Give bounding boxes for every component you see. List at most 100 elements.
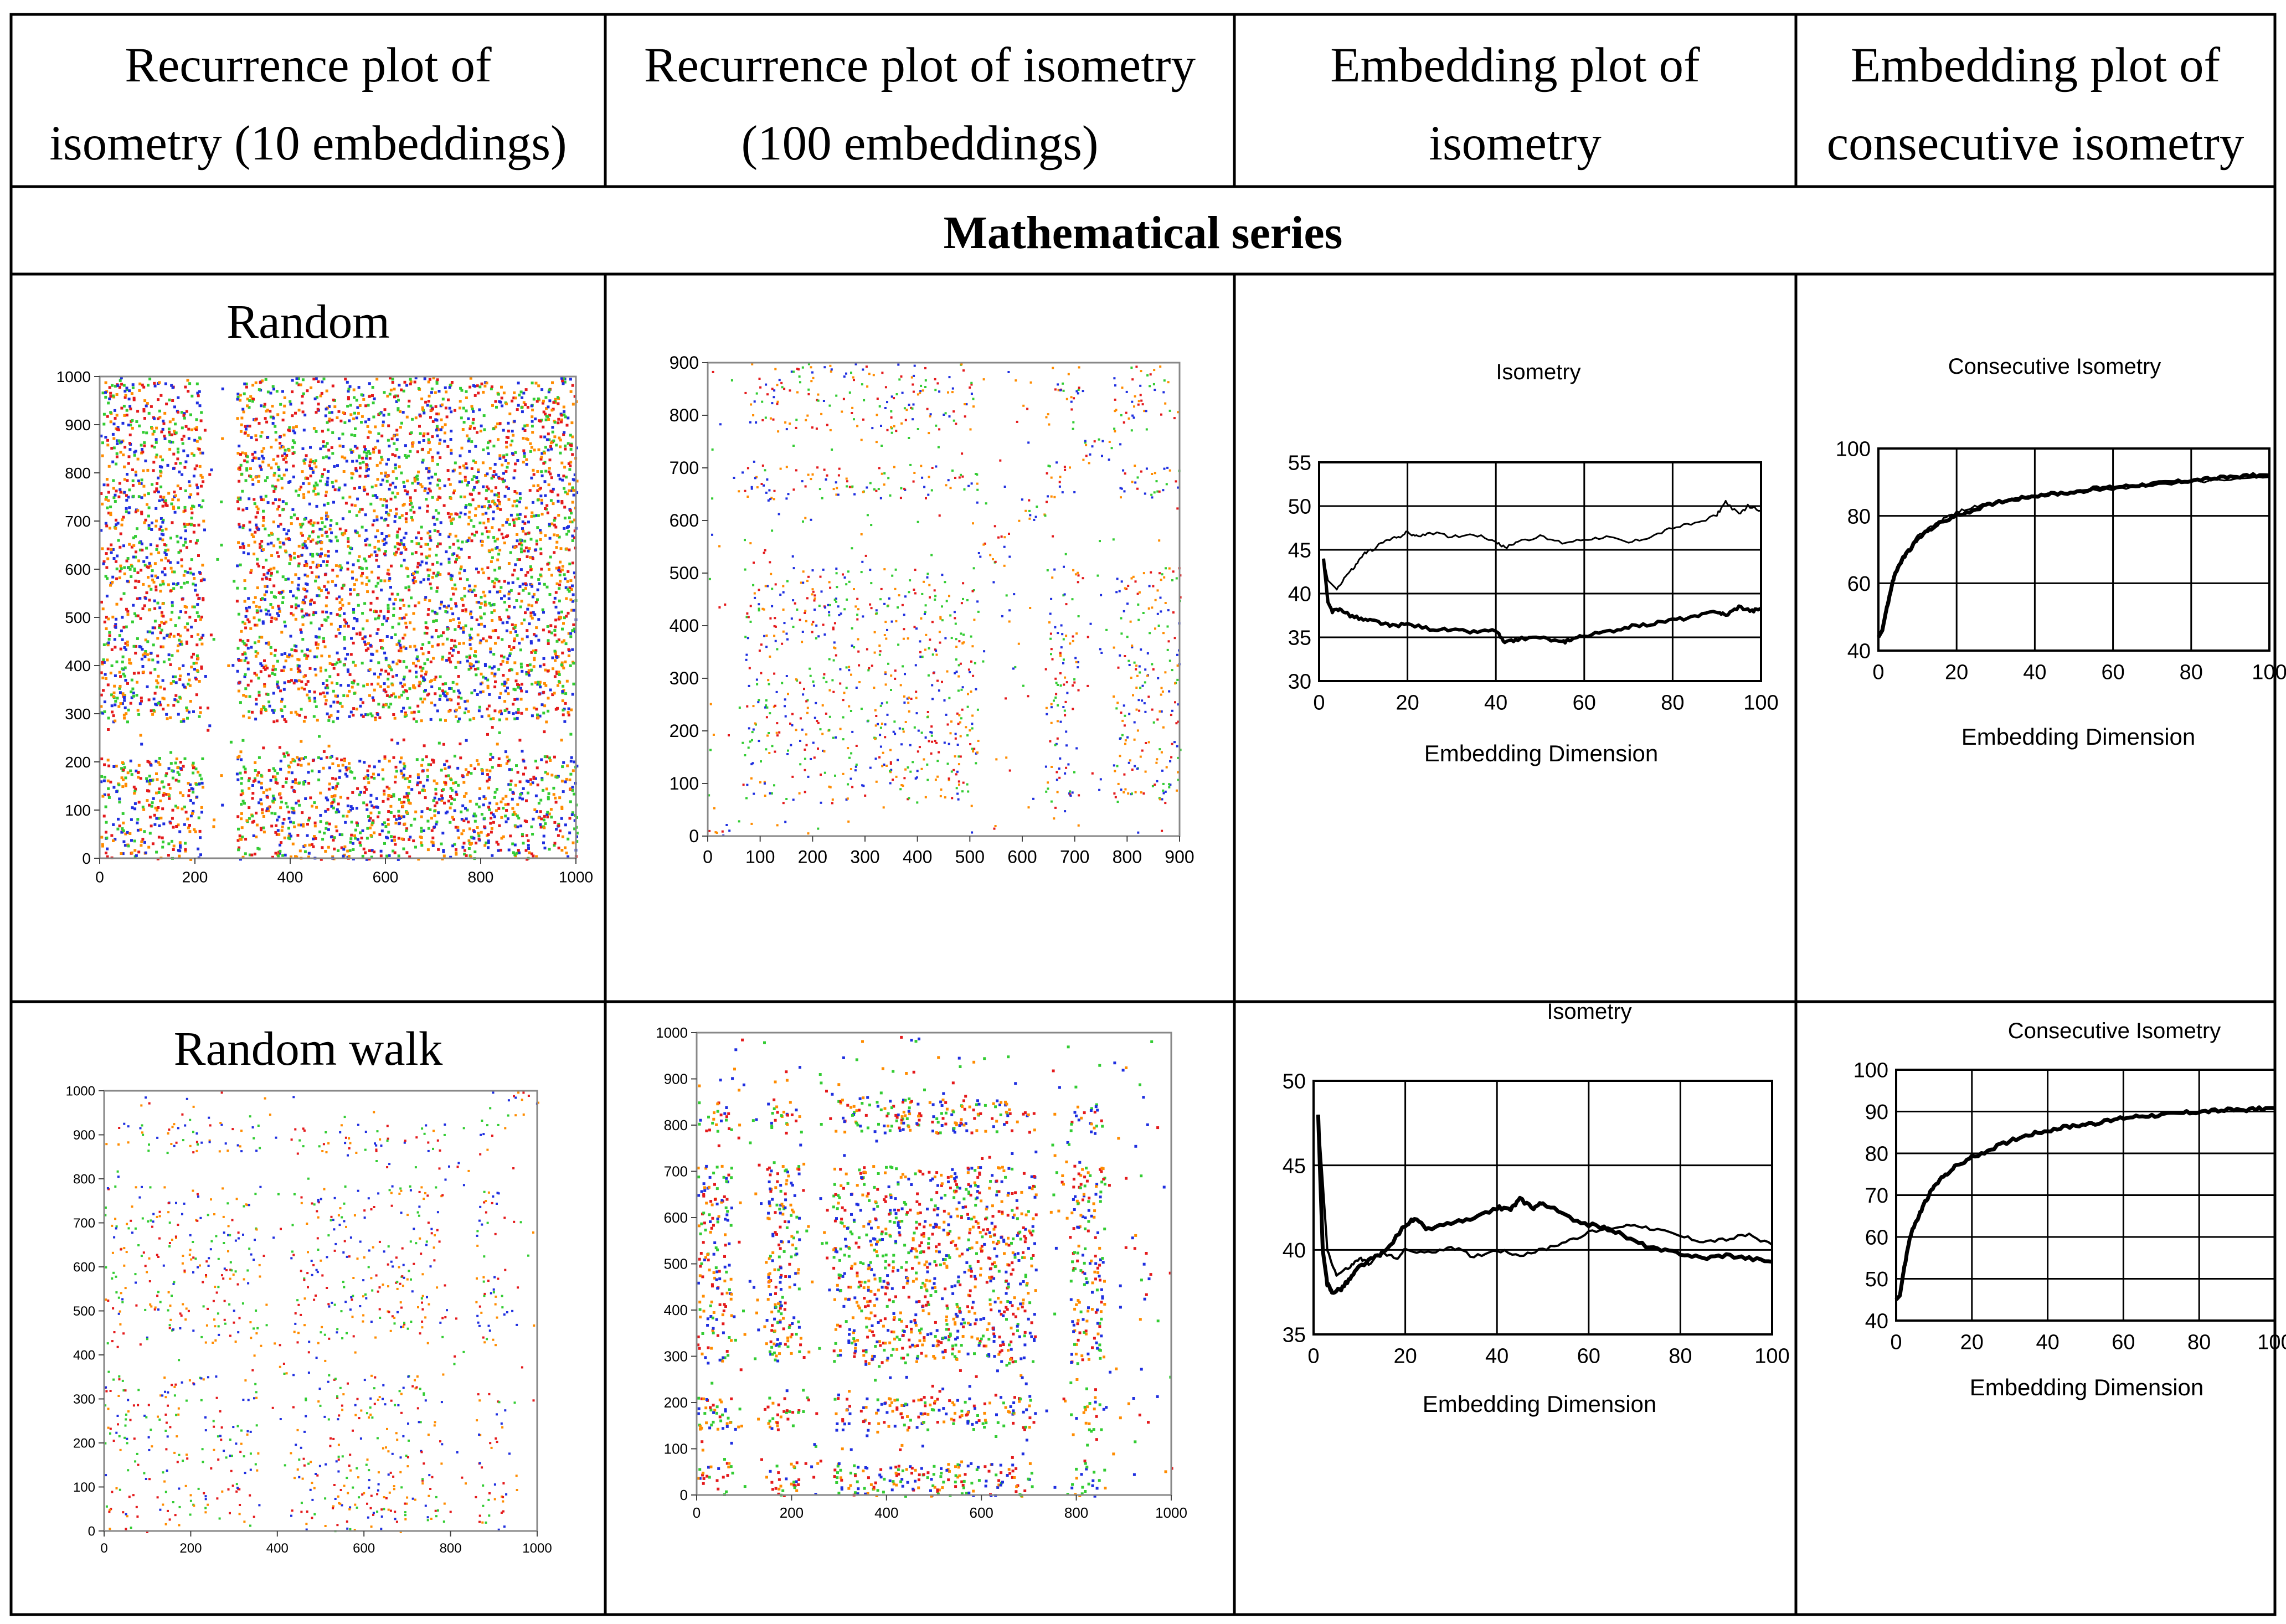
recurrence-point (544, 507, 547, 510)
recurrence-point (500, 837, 503, 840)
recurrence-point (559, 547, 563, 550)
recurrence-point (353, 776, 356, 780)
recurrence-point (314, 837, 317, 840)
recurrence-point (322, 456, 325, 460)
recurrence-point (512, 396, 516, 400)
recurrence-point (499, 848, 502, 852)
recurrence-point (259, 710, 262, 713)
recurrence-point (382, 777, 385, 781)
recurrence-point (152, 797, 155, 800)
recurrence-point (274, 778, 277, 781)
recurrence-point (304, 756, 307, 759)
recurrence-point (385, 475, 389, 478)
recurrence-point (570, 756, 573, 759)
recurrence-point (413, 478, 416, 481)
recurrence-point (437, 512, 440, 515)
recurrence-point (239, 638, 242, 642)
recurrence-point (243, 579, 246, 582)
recurrence-point (400, 772, 404, 775)
recurrence-point (315, 705, 318, 708)
recurrence-point (570, 512, 573, 515)
recurrence-point (457, 651, 460, 654)
recurrence-point (336, 710, 339, 713)
recurrence-point (325, 491, 328, 494)
recurrence-point (261, 808, 264, 811)
recurrence-point (342, 663, 346, 667)
recurrence-point (416, 450, 419, 453)
recurrence-point (251, 478, 254, 481)
recurrence-point (262, 516, 265, 519)
recurrence-point (563, 487, 566, 490)
recurrence-point (525, 834, 528, 837)
recurrence-point (321, 838, 325, 841)
recurrence-point (525, 458, 528, 461)
recurrence-point (327, 828, 330, 831)
recurrence-point (276, 829, 280, 832)
recurrence-point (245, 606, 248, 610)
recurrence-point (356, 531, 359, 534)
recurrence-point (369, 659, 373, 662)
recurrence-point (179, 640, 183, 643)
recurrence-point (272, 797, 276, 800)
recurrence-point (337, 410, 341, 413)
recurrence-point (506, 817, 509, 821)
recurrence-point (195, 795, 199, 798)
recurrence-point (189, 523, 193, 527)
recurrence-point (560, 780, 564, 783)
recurrence-point (364, 851, 367, 854)
recurrence-point (477, 805, 481, 808)
recurrence-point (555, 640, 559, 643)
recurrence-point (293, 431, 296, 435)
recurrence-point (482, 795, 486, 798)
recurrence-point (131, 484, 135, 487)
recurrence-point (156, 654, 159, 658)
recurrence-point (326, 560, 329, 563)
recurrence-point (189, 799, 192, 802)
recurrence-point (274, 781, 277, 784)
recurrence-point (145, 404, 148, 408)
recurrence-point (265, 788, 269, 792)
recurrence-point (477, 504, 481, 508)
recurrence-point (405, 512, 408, 515)
recurrence-point (458, 717, 461, 720)
recurrence-point (337, 802, 340, 806)
recurrence-point (269, 568, 272, 571)
recurrence-point (495, 486, 497, 489)
recurrence-point (199, 419, 203, 422)
recurrence-point (248, 520, 251, 524)
recurrence-point (526, 858, 529, 861)
recurrence-point (323, 468, 326, 471)
recurrence-point (395, 477, 398, 480)
recurrence-point (395, 433, 399, 436)
recurrence-point (181, 426, 184, 430)
recurrence-point (327, 456, 331, 460)
recurrence-point (542, 788, 545, 792)
recurrence-point (300, 764, 303, 767)
recurrence-point (352, 563, 355, 566)
recurrence-point (416, 704, 420, 708)
recurrence-point (379, 461, 382, 465)
recurrence-point (358, 454, 361, 457)
recurrence-point (129, 424, 132, 427)
recurrence-point (469, 377, 472, 380)
recurrence-point (114, 699, 117, 703)
recurrence-point (326, 480, 329, 483)
recurrence-point (287, 834, 291, 838)
recurrence-point (307, 482, 311, 486)
recurrence-point (523, 424, 527, 427)
recurrence-point (427, 400, 430, 403)
recurrence-point (513, 640, 516, 642)
recurrence-point (509, 513, 513, 517)
recurrence-point (486, 773, 490, 776)
recurrence-point (573, 792, 576, 796)
recurrence-point (119, 532, 122, 535)
recurrence-point (483, 505, 486, 508)
recurrence-point (130, 773, 133, 776)
recurrence-point (550, 816, 553, 819)
recurrence-point (176, 484, 179, 488)
recurrence-point (435, 554, 438, 557)
recurrence-point (483, 428, 486, 431)
recurrence-point (143, 441, 146, 444)
recurrence-point (274, 812, 277, 816)
recurrence-point (470, 519, 473, 522)
